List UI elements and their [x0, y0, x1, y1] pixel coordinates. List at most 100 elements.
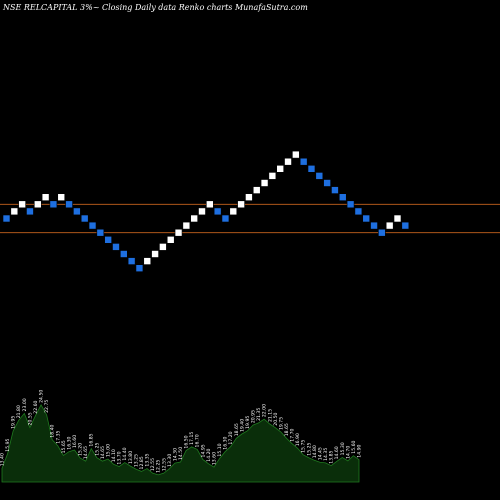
volume-label: 14.10 — [111, 449, 117, 462]
volume-label: 14.60 — [334, 446, 340, 459]
brick-up — [260, 179, 269, 187]
volume-label: 12.25 — [156, 460, 162, 473]
volume-label: 17.15 — [189, 432, 195, 445]
volume-label: 13.30 — [167, 454, 173, 467]
volume-label: 14.95 — [200, 444, 206, 457]
volume-label: 16.90 — [295, 433, 301, 446]
brick-down — [104, 236, 112, 244]
volume-label: 18.65 — [234, 423, 240, 436]
volume-label: 21.80 — [16, 405, 22, 418]
volume-label: 15.20 — [78, 443, 84, 456]
volume-label: 16.50 — [184, 435, 190, 448]
volume-label: 13.85 — [329, 450, 335, 463]
volume-label: 14.35 — [323, 448, 329, 461]
volume-label: 18.65 — [284, 423, 290, 436]
volume-label: 15.60 — [351, 440, 357, 453]
brick-up — [198, 207, 206, 216]
brick-up — [41, 193, 50, 201]
volume-labels: 13.4015.9519.9521.8023.0020.5522.6024.50… — [0, 390, 363, 473]
brick-down — [135, 264, 144, 273]
brick-up — [393, 214, 402, 223]
volume-label: 15.10 — [217, 443, 223, 456]
renko-bricks — [2, 150, 410, 273]
brick-down — [346, 200, 355, 209]
brick-down — [221, 214, 230, 223]
volume-label: 13.70 — [117, 451, 123, 464]
volume-label: 15.65 — [61, 440, 67, 453]
volume-label: 14.40 — [122, 447, 128, 460]
volume-label: 20.50 — [273, 412, 279, 425]
brick-up — [206, 200, 214, 209]
reference-lines — [0, 203, 500, 234]
volume-label: 17.35 — [55, 430, 61, 443]
volume-label: 13.25 — [133, 454, 139, 467]
brick-down — [127, 257, 136, 265]
volume-label: 23.00 — [22, 398, 28, 411]
volume-label: 16.30 — [66, 436, 72, 449]
volume-label: 16.85 — [89, 433, 95, 446]
volume-label: 14.45 — [317, 447, 323, 460]
brick-up — [284, 157, 292, 166]
volume-label: 19.75 — [278, 417, 284, 430]
brick-up — [252, 186, 261, 194]
volume-label: 13.40 — [0, 453, 6, 466]
brick-up — [268, 172, 277, 180]
header-chart-kind: Renko — [178, 3, 205, 12]
volume-label: 20.55 — [27, 412, 33, 425]
volume-label: 24.50 — [39, 390, 45, 403]
volume-label: 15.25 — [306, 442, 312, 455]
brick-down — [2, 214, 11, 223]
brick-down — [401, 221, 410, 230]
brick-down — [88, 221, 97, 230]
brick-up — [190, 214, 198, 223]
volume-label: 18.40 — [50, 424, 56, 437]
volume-label: 15.75 — [301, 440, 307, 453]
brick-up — [33, 200, 42, 209]
volume-label: 12.85 — [139, 456, 145, 469]
brick-down — [112, 243, 120, 251]
volume-label: 19.40 — [239, 419, 245, 432]
brick-up — [276, 165, 285, 173]
volume-label: 13.60 — [211, 452, 217, 465]
volume-label: 14.50 — [178, 447, 184, 460]
header-symbol: NSE RELCAPITAL — [2, 3, 77, 12]
brick-up — [385, 221, 394, 230]
header-source: charts MunafaSutra.com — [207, 3, 308, 12]
brick-down — [120, 250, 128, 258]
brick-up — [245, 193, 253, 201]
brick-down — [65, 200, 73, 209]
brick-down — [370, 221, 378, 230]
brick-up — [174, 228, 183, 237]
brick-down — [299, 157, 308, 166]
volume-label: 20.95 — [251, 410, 257, 423]
volume-label: 22.60 — [33, 400, 39, 413]
brick-up — [10, 207, 19, 216]
brick-down — [96, 228, 105, 237]
volume-label: 12.55 — [150, 458, 156, 471]
header-settings: Closing Daily data — [102, 3, 176, 12]
brick-up — [143, 257, 152, 265]
volume-label: 15.00 — [105, 444, 111, 457]
header-box-size: 3% — [80, 3, 93, 12]
volume-label: 22.75 — [44, 400, 50, 413]
volume-label: 19.95 — [11, 416, 17, 429]
volume-label: 14.65 — [100, 446, 106, 459]
brick-up — [159, 243, 167, 251]
brick-down — [80, 214, 89, 223]
brick-down — [26, 207, 34, 216]
volume-label: 14.65 — [83, 446, 89, 459]
volume-label: 22.00 — [262, 404, 268, 417]
brick-down — [354, 207, 363, 216]
brick-up — [57, 193, 66, 201]
volume-label: 14.20 — [206, 448, 212, 461]
volume-label: 14.90 — [357, 444, 363, 457]
volume-label: 21.35 — [256, 408, 262, 421]
brick-up — [237, 200, 245, 209]
brick-down — [362, 214, 371, 223]
volume-label: 12.55 — [161, 458, 167, 471]
brick-down — [338, 193, 347, 201]
volume-area-path — [1, 404, 360, 483]
volume-label: 13.35 — [145, 453, 151, 466]
brick-down — [315, 172, 324, 180]
